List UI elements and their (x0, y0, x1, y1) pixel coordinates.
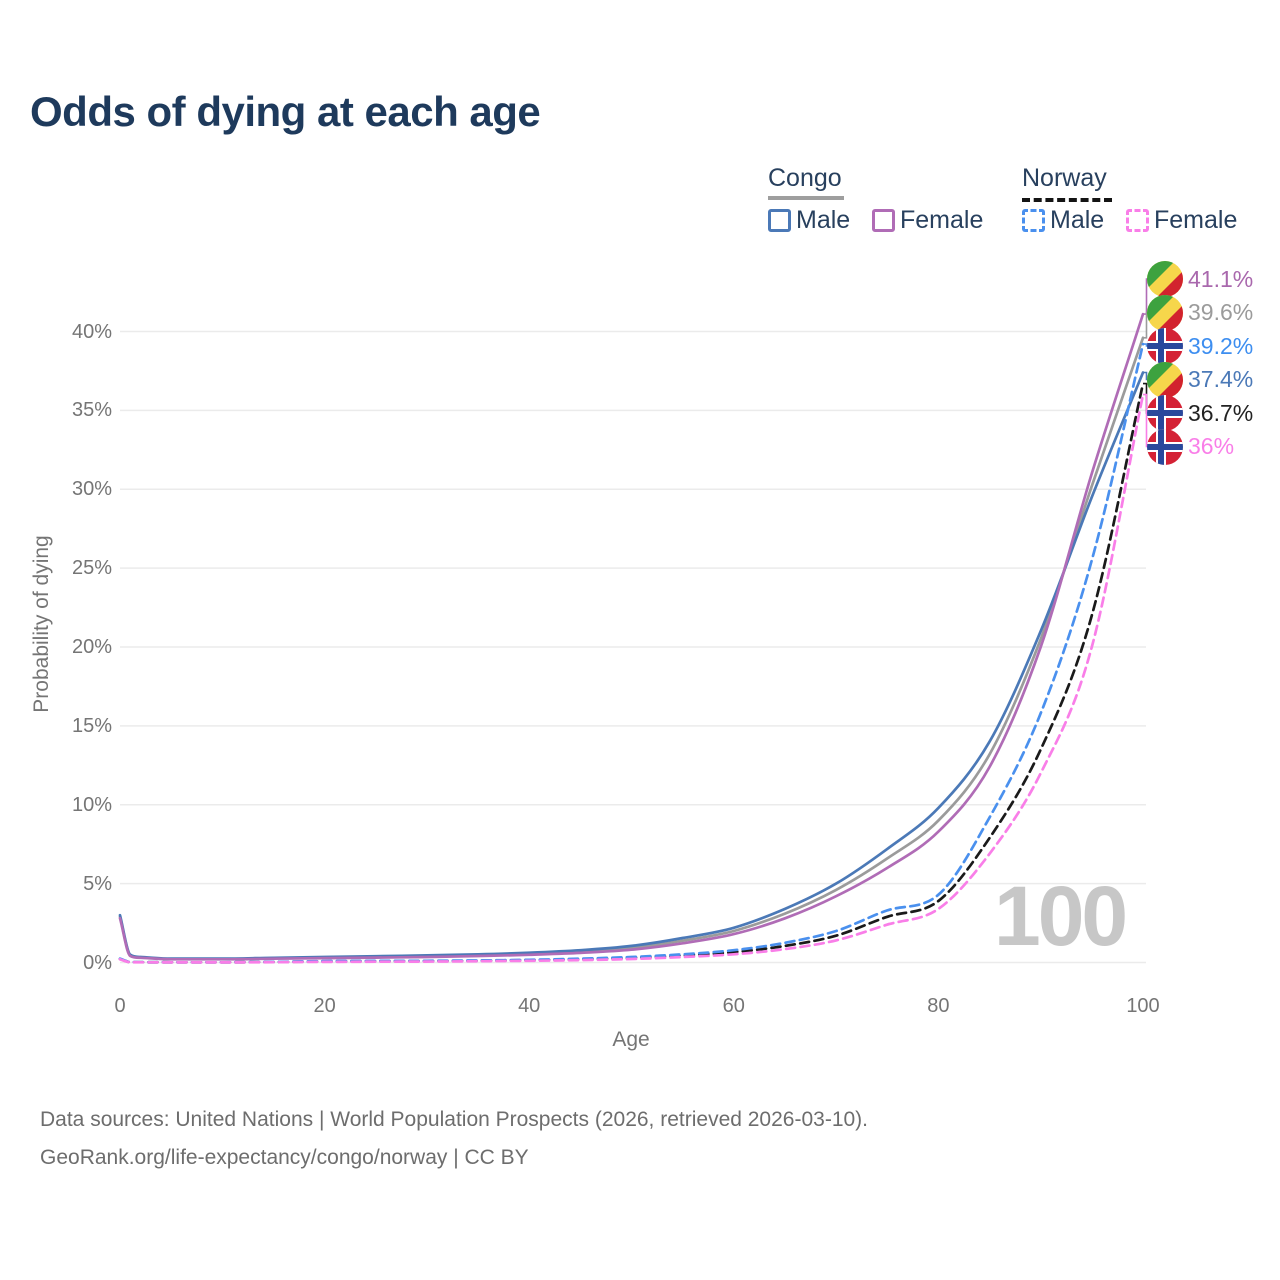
legend-group-congo[interactable]: Congo (768, 164, 844, 200)
data-source-line: Data sources: United Nations | World Pop… (40, 1108, 869, 1131)
x-tick-label: 40 (518, 995, 541, 1017)
legend-norway-line-sample (1022, 198, 1112, 202)
norway-male-swatch-icon (1022, 209, 1045, 232)
legend-item-label: Female (900, 206, 984, 234)
end-label-congo_all: 39.6% (1147, 294, 1254, 331)
x-tick-label: 60 (722, 995, 745, 1017)
page-title: Odds of dying at each age (30, 88, 541, 135)
y-tick-label: 40% (71, 320, 112, 343)
attribution-line: GeoRank.org/life-expectancy/congo/norway… (40, 1146, 529, 1169)
end-label-congo_male: 37.4% (1147, 361, 1254, 398)
line-congo_all[interactable] (118, 336, 1145, 961)
line-norway_male[interactable] (118, 342, 1145, 964)
hover-age-indicator: 100 (994, 869, 1128, 963)
norway-flag-icon (1147, 328, 1183, 364)
congo-female-swatch-icon (872, 209, 895, 232)
y-tick-label: 20% (71, 636, 112, 658)
end-label-congo_female: 41.1% (1147, 261, 1253, 297)
legend-congo-line-sample (768, 196, 844, 200)
congo-flag-icon (1147, 294, 1183, 331)
y-tick-label: 35% (71, 399, 112, 422)
line-congo_male[interactable] (118, 371, 1145, 960)
legend-group-norway[interactable]: Norway (1022, 164, 1112, 202)
end-label-value: 36% (1188, 433, 1235, 459)
norway-flag-icon (1147, 395, 1183, 431)
legend-item-norway-male[interactable]: Male (1022, 206, 1104, 235)
norway-female-swatch-icon (1126, 209, 1149, 232)
congo-male-swatch-icon (768, 209, 791, 232)
legend-item-label: Female (1154, 206, 1238, 234)
y-tick-label: 10% (71, 793, 112, 816)
line-norway_female[interactable] (118, 393, 1145, 964)
congo-flag-icon (1147, 261, 1183, 297)
norway-flag-icon (1147, 428, 1183, 465)
x-tick-label: 0 (114, 995, 126, 1017)
y-tick-label: 5% (83, 872, 112, 895)
end-label-norway_female: 36% (1147, 428, 1235, 465)
legend-item-congo-female[interactable]: Female (872, 206, 983, 235)
line-congo_female[interactable] (118, 312, 1145, 961)
end-label-value: 39.2% (1188, 332, 1254, 359)
x-tick-label: 20 (313, 995, 336, 1017)
y-tick-label: 0% (83, 951, 112, 974)
x-tick-label: 80 (927, 995, 950, 1017)
end-label-norway_all: 36.7% (1147, 395, 1253, 431)
y-tick-label: 25% (71, 557, 112, 580)
legend-norway-label[interactable]: Norway (1022, 164, 1107, 192)
y-tick-label: 15% (71, 714, 112, 737)
congo-flag-icon (1147, 361, 1183, 398)
end-label-value: 37.4% (1188, 366, 1254, 392)
x-tick-label: 100 (1126, 995, 1160, 1017)
end-label-value: 39.6% (1188, 299, 1254, 325)
end-label-value: 36.7% (1188, 399, 1254, 426)
x-axis-title: Age (612, 1028, 650, 1051)
end-label-value: 41.1% (1188, 265, 1254, 292)
legend-congo-label[interactable]: Congo (768, 164, 842, 192)
y-tick-label: 30% (71, 478, 112, 501)
legend-item-norway-female[interactable]: Female (1126, 206, 1237, 235)
line-norway_all[interactable] (118, 382, 1145, 964)
end-label-norway_male: 39.2% (1147, 328, 1253, 364)
legend-item-label: Male (796, 206, 851, 234)
legend-item-label: Male (1050, 206, 1105, 234)
legend-item-congo-male[interactable]: Male (768, 206, 850, 235)
